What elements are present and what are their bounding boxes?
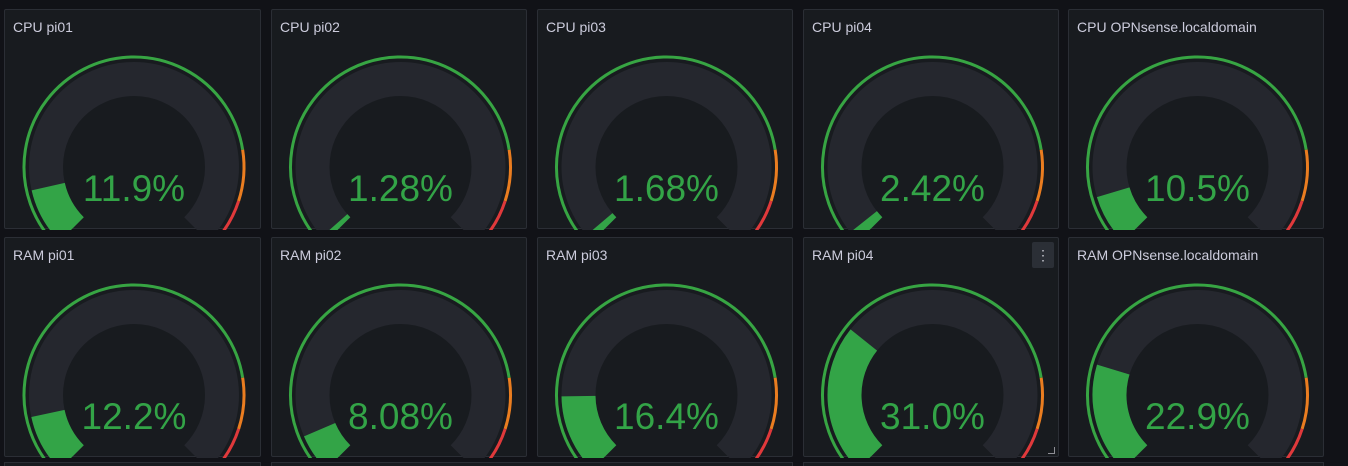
threshold-ring-segment xyxy=(1285,428,1304,458)
panel-ram-opnsense[interactable]: RAM OPNsense.localdomain 22.9% xyxy=(1068,237,1324,458)
threshold-ring-segment xyxy=(1020,428,1039,458)
gauge-value-label: 2.42% xyxy=(880,168,985,209)
threshold-ring-segment xyxy=(222,200,241,230)
threshold-ring-segment xyxy=(503,377,513,430)
gauge: 22.9% xyxy=(1086,283,1310,458)
threshold-ring-segment xyxy=(1300,149,1310,202)
threshold-ring-segment xyxy=(22,55,245,230)
gauge: 11.9% xyxy=(22,55,246,230)
gauge-value-label: 1.68% xyxy=(614,168,719,209)
panel-title: RAM pi01 xyxy=(13,247,75,263)
gauge-value-label: 16.4% xyxy=(614,396,719,437)
threshold-ring-segment xyxy=(1285,200,1304,230)
gauge-value-label: 12.2% xyxy=(82,396,187,437)
threshold-ring-segment xyxy=(22,283,245,458)
threshold-ring-segment xyxy=(289,55,511,230)
next-row-panel xyxy=(271,462,793,466)
gauge: 16.4% xyxy=(555,283,779,458)
threshold-ring-segment xyxy=(754,428,773,458)
panel-cpu-pi03[interactable]: CPU pi03 1.68% xyxy=(537,9,793,230)
resize-handle-icon[interactable] xyxy=(1048,447,1055,454)
next-row-panel xyxy=(803,462,1324,466)
more-vertical-icon[interactable]: ⋮ xyxy=(1032,242,1054,268)
next-row-panel xyxy=(4,462,261,466)
threshold-ring-segment xyxy=(769,149,779,202)
threshold-ring-segment xyxy=(821,55,1043,230)
gauge: 1.68% xyxy=(555,55,779,230)
gauge-value-bar xyxy=(853,210,883,230)
panel-title: CPU pi04 xyxy=(812,19,872,35)
gauge-track xyxy=(295,290,506,458)
panel-cpu-pi02[interactable]: CPU pi02 1.28% xyxy=(271,9,527,230)
panel-title: CPU OPNsense.localdomain xyxy=(1077,19,1257,35)
panel-ram-pi02[interactable]: RAM pi02 8.08% xyxy=(271,237,527,458)
panel-title: RAM pi04 xyxy=(812,247,874,263)
panel-title: RAM pi02 xyxy=(280,247,342,263)
gauge-value-label: 22.9% xyxy=(1145,396,1250,437)
gauge-value-label: 11.9% xyxy=(83,168,185,209)
threshold-ring-segment xyxy=(555,55,777,230)
gauge-value-bar xyxy=(592,212,617,230)
panel-title: CPU pi02 xyxy=(280,19,340,35)
gauge-value-bar xyxy=(31,409,85,458)
panel-cpu-pi01[interactable]: CPU pi01 11.9% xyxy=(4,9,261,230)
threshold-ring-segment xyxy=(769,377,779,430)
gauge-track xyxy=(295,62,506,230)
gauge-value-label: 10.5% xyxy=(1145,168,1250,209)
gauge: 2.42% xyxy=(821,55,1045,230)
gauge-track xyxy=(1092,62,1303,230)
threshold-ring-segment xyxy=(1035,149,1045,202)
threshold-ring-segment xyxy=(488,428,507,458)
gauge: 31.0% xyxy=(821,283,1045,458)
panel-ram-pi03[interactable]: RAM pi03 16.4% xyxy=(537,237,793,458)
threshold-ring-segment xyxy=(1300,377,1310,430)
threshold-ring-segment xyxy=(1035,377,1045,430)
gauge-value-bar xyxy=(1092,364,1148,458)
gauge-track xyxy=(827,62,1038,230)
threshold-ring-segment xyxy=(237,377,246,430)
threshold-ring-segment xyxy=(289,283,511,458)
gauge-value-bar xyxy=(561,395,617,458)
gauge-track xyxy=(29,290,239,458)
threshold-ring-segment xyxy=(1086,55,1308,230)
panel-title: CPU pi01 xyxy=(13,19,73,35)
gauge-value-label: 8.08% xyxy=(348,396,453,437)
gauge: 1.28% xyxy=(289,55,513,230)
gauge-value-label: 1.28% xyxy=(348,168,453,209)
panel-ram-pi04[interactable]: RAM pi04 31.0% ⋮ xyxy=(803,237,1059,458)
gauge-value-label: 31.0% xyxy=(880,396,985,437)
threshold-ring-segment xyxy=(1020,200,1039,230)
threshold-ring-segment xyxy=(222,428,241,458)
threshold-ring-segment xyxy=(1086,283,1308,458)
threshold-ring-segment xyxy=(488,200,507,230)
gauge-value-bar xyxy=(329,214,351,230)
gauge: 8.08% xyxy=(289,283,513,458)
threshold-ring-segment xyxy=(503,149,513,202)
gauge-value-bar xyxy=(31,182,85,230)
gauge-track xyxy=(29,62,239,230)
panel-title: RAM pi03 xyxy=(546,247,608,263)
panel-cpu-opnsense[interactable]: CPU OPNsense.localdomain 10.5% xyxy=(1068,9,1324,230)
threshold-ring-segment xyxy=(821,283,1043,458)
panel-title: CPU pi03 xyxy=(546,19,606,35)
gauge-value-bar xyxy=(1096,186,1148,230)
threshold-ring-segment xyxy=(237,149,246,202)
gauge: 12.2% xyxy=(22,283,246,458)
panel-title: RAM OPNsense.localdomain xyxy=(1077,247,1259,263)
panel-cpu-pi04[interactable]: CPU pi04 2.42% xyxy=(803,9,1059,230)
threshold-ring-segment xyxy=(754,200,773,230)
gauge-value-bar xyxy=(303,422,351,458)
gauge-track xyxy=(561,62,772,230)
threshold-ring-segment xyxy=(555,283,777,458)
gauge-value-bar xyxy=(827,329,883,458)
panel-ram-pi01[interactable]: RAM pi01 12.2% xyxy=(4,237,261,458)
gauge: 10.5% xyxy=(1086,55,1310,230)
